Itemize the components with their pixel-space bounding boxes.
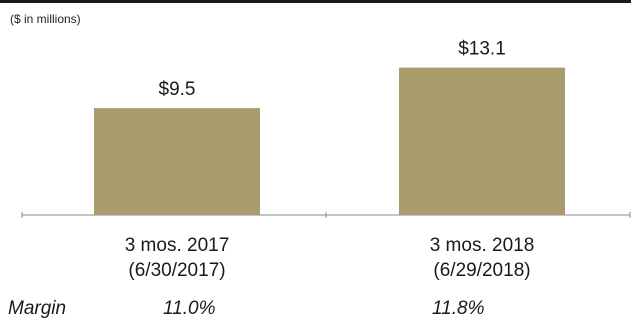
category-label-2018-line1: 3 mos. 2018 xyxy=(430,235,535,256)
units-label: ($ in millions) xyxy=(10,12,81,26)
value-label-2017: $9.5 xyxy=(159,79,196,100)
value-label-2018: $13.1 xyxy=(458,39,506,60)
margin-label: Margin xyxy=(8,298,67,319)
category-label-2017-line1: 3 mos. 2017 xyxy=(125,235,230,256)
bar-2018 xyxy=(399,67,565,215)
category-label-2018-line2: (6/29/2018) xyxy=(433,260,530,281)
bar-2017 xyxy=(94,108,260,215)
top-rule xyxy=(0,0,631,3)
margin-value-2017: 11.0% xyxy=(163,298,216,319)
category-label-2017-line2: (6/30/2017) xyxy=(128,260,225,281)
margin-value-2018: 11.8% xyxy=(432,298,485,319)
